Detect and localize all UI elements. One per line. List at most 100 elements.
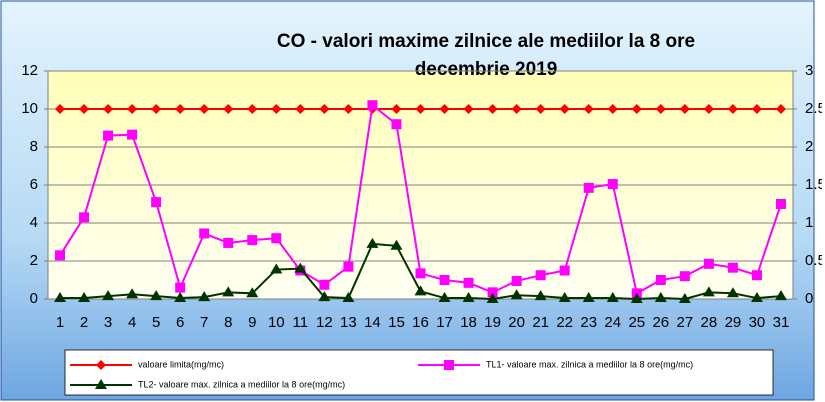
marker (79, 212, 90, 223)
x-tick-label: 23 (580, 314, 597, 331)
marker (750, 292, 763, 303)
x-tick-label: 10 (268, 314, 285, 331)
marker (247, 104, 258, 114)
marker (223, 104, 234, 114)
marker (391, 104, 402, 114)
legend (64, 349, 774, 396)
marker (223, 237, 234, 248)
marker (559, 104, 570, 114)
marker (102, 290, 115, 301)
marker (679, 271, 690, 282)
marker (342, 292, 355, 303)
x-tick-label: 26 (652, 314, 669, 331)
marker (582, 292, 595, 303)
marker (127, 104, 138, 114)
marker (414, 285, 427, 296)
marker (559, 265, 570, 276)
y2-tick-label: 2.5 (805, 100, 825, 117)
marker (487, 104, 498, 114)
marker (415, 268, 426, 279)
chart-subtitle: decembrie 2019 (415, 59, 558, 80)
marker (679, 104, 690, 114)
marker (751, 104, 762, 114)
y-tick-label: 0 (30, 290, 38, 307)
marker (150, 290, 163, 301)
x-tick-label: 15 (388, 314, 405, 331)
x-tick-label: 18 (460, 314, 477, 331)
y2-tick-label: 0 (805, 290, 813, 307)
x-tick-label: 2 (80, 314, 88, 331)
x-tick-label: 30 (749, 314, 766, 331)
x-tick-label: 24 (604, 314, 621, 331)
marker (96, 360, 106, 370)
marker (463, 104, 474, 114)
y-tick-label: 12 (21, 62, 38, 79)
marker (78, 292, 91, 303)
y2-tick-label: 3 (805, 62, 813, 79)
marker (175, 104, 186, 114)
x-tick-label: 7 (200, 314, 208, 331)
marker (444, 360, 454, 370)
x-tick-label: 16 (412, 314, 429, 331)
marker (726, 287, 739, 298)
x-tick-label: 29 (725, 314, 742, 331)
marker (126, 288, 139, 299)
marker (511, 275, 522, 286)
marker (271, 104, 282, 114)
marker (127, 129, 138, 140)
y2-tick-label: 1.5 (805, 176, 825, 193)
marker (606, 292, 619, 303)
y2-tick-label: 2 (805, 138, 813, 155)
marker (103, 130, 114, 141)
x-tick-label: 9 (248, 314, 256, 331)
y2-axis: 0 0.5 1 1.5 2 2.5 3 (793, 62, 825, 307)
marker (151, 197, 162, 208)
x-tick-label: 21 (532, 314, 549, 331)
marker (103, 104, 114, 114)
marker (630, 293, 643, 303)
marker (702, 286, 715, 297)
x-tick-label: 28 (701, 314, 718, 331)
marker (319, 279, 330, 290)
marker (343, 261, 354, 272)
marker (534, 290, 547, 301)
x-tick-label: 5 (152, 314, 160, 331)
marker (295, 104, 306, 114)
x-tick-label: 3 (104, 314, 112, 331)
y-tick-label: 6 (30, 176, 38, 193)
marker (439, 104, 450, 114)
x-tick-label: 22 (556, 314, 573, 331)
x-tick-label: 31 (773, 314, 790, 331)
x-tick-label: 4 (128, 314, 136, 331)
marker (55, 250, 66, 261)
marker (319, 104, 330, 114)
marker (655, 104, 666, 114)
marker (366, 237, 379, 248)
marker (222, 286, 235, 297)
marker (583, 182, 594, 193)
marker (511, 104, 522, 114)
marker (294, 262, 307, 273)
y2-tick-label: 1 (805, 214, 813, 231)
y-tick-label: 4 (30, 214, 38, 231)
marker (175, 282, 186, 293)
marker (247, 235, 258, 246)
marker (535, 104, 546, 114)
y2-tick-label: 0.5 (805, 252, 825, 269)
x-tick-label: 19 (484, 314, 501, 331)
x-tick-label: 13 (340, 314, 357, 331)
marker (246, 287, 259, 298)
x-tick-label: 20 (508, 314, 525, 331)
marker (678, 293, 691, 303)
marker (631, 104, 642, 114)
marker (54, 292, 67, 303)
y-tick-label: 10 (21, 100, 38, 117)
marker (774, 290, 787, 301)
marker (174, 292, 187, 303)
marker (270, 263, 283, 274)
marker (510, 289, 523, 300)
y-tick-label: 2 (30, 252, 38, 269)
marker (751, 270, 762, 281)
marker (151, 104, 162, 114)
legend-label: TL1- valoare max. zilnica a mediilor la … (486, 359, 693, 369)
